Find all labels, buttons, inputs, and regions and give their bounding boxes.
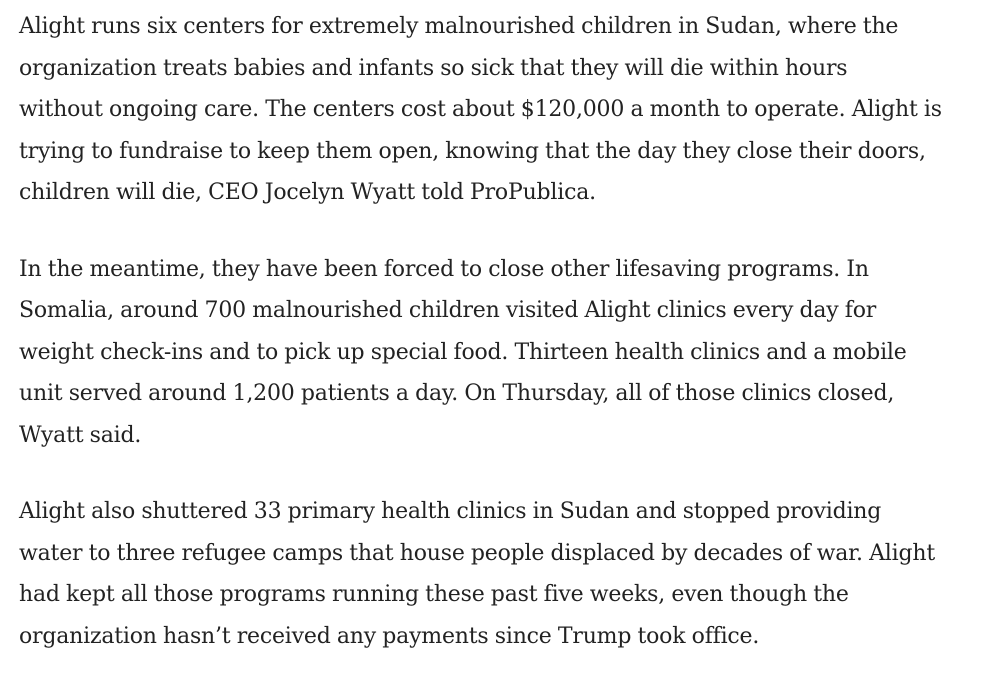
paragraph-line: In the meantime, they have been forced t… — [19, 256, 869, 282]
paragraph-line: water to three refugee camps that house … — [19, 540, 935, 566]
paragraph-line: organization hasn’t received any payment… — [19, 623, 760, 649]
paragraph-line: Somalia, around 700 malnourished childre… — [19, 298, 877, 323]
paragraph-line: unit served around 1,200 patients a day.… — [19, 381, 895, 406]
paragraph-line: Alight runs six centers for extremely ma… — [19, 14, 899, 39]
article-body: Alight runs six centers for extremely ma… — [19, 6, 979, 692]
paragraph-3: Alight also shuttered 33 primary health … — [19, 491, 979, 657]
paragraph-line: Alight also shuttered 33 primary health … — [19, 499, 882, 524]
paragraph-line: had kept all those programs running thes… — [19, 582, 849, 607]
paragraph-line: children will die, CEO Jocelyn Wyatt tol… — [19, 180, 596, 205]
paragraph-1: Alight runs six centers for extremely ma… — [19, 6, 979, 214]
paragraph-line: without ongoing care. The centers cost a… — [19, 97, 942, 122]
paragraph-line: weight check-ins and to pick up special … — [19, 339, 907, 365]
paragraph-line: trying to fundraise to keep them open, k… — [19, 138, 926, 164]
paragraph-2: In the meantime, they have been forced t… — [19, 249, 979, 457]
paragraph-line: organization treats babies and infants s… — [19, 55, 848, 81]
paragraph-line: Wyatt said. — [19, 422, 142, 448]
